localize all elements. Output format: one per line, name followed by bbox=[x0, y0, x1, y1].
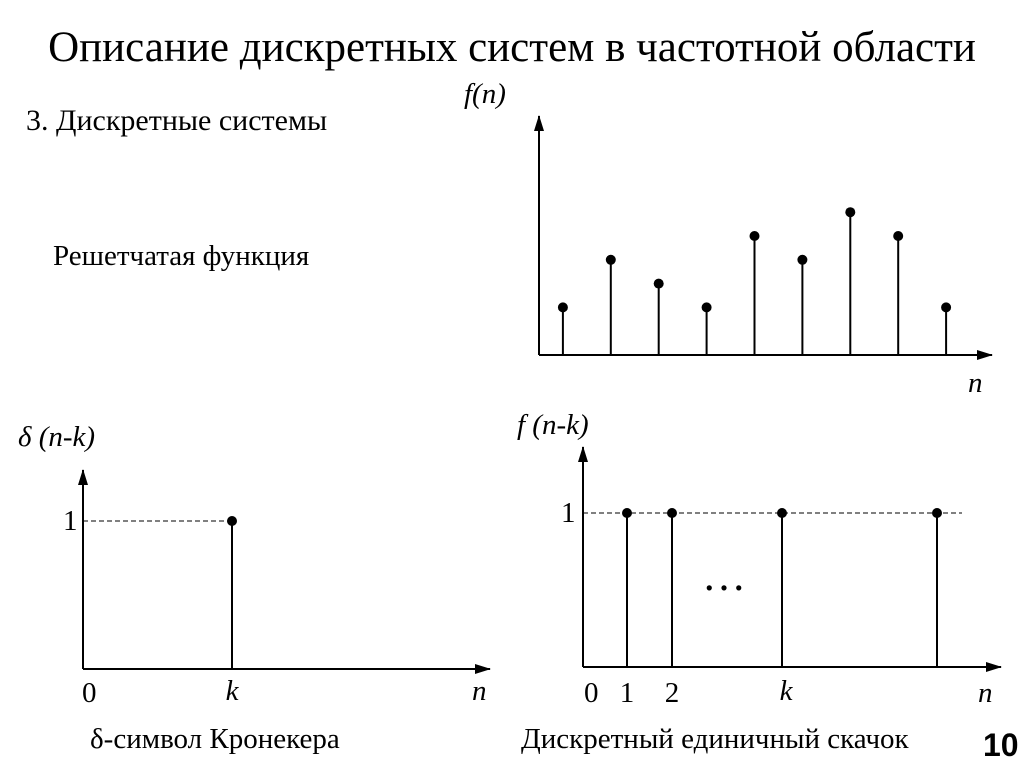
chart3-stem-point-1 bbox=[622, 508, 632, 518]
slide-title: Описание дискретных систем в частотной о… bbox=[48, 24, 976, 71]
chart1-stem-point-6 bbox=[797, 254, 808, 265]
chart1-stem-point-3 bbox=[653, 278, 664, 289]
chart3-y-label: f (n-k) bbox=[517, 409, 589, 441]
chart3-stem-point-2 bbox=[667, 508, 677, 518]
chart2-x-tick-0: 0 bbox=[82, 677, 97, 709]
chart2-y-tick-1: 1 bbox=[63, 505, 78, 537]
chart3-x-tick-k: k bbox=[780, 675, 794, 707]
chart3-x-tick-2: 2 bbox=[665, 677, 680, 709]
chart3-x-tick-1: 1 bbox=[620, 677, 635, 709]
chart3-x-label: n bbox=[978, 677, 993, 709]
chart1-stem-point-2 bbox=[605, 254, 616, 265]
chart3-ellipsis: … bbox=[702, 551, 746, 600]
section-subtitle: 3. Дискретные системы bbox=[26, 104, 328, 137]
lattice-function-label: Решетчатая функция bbox=[53, 240, 310, 272]
chart1-x-label: n bbox=[968, 367, 983, 399]
chart2-stem-k-point bbox=[227, 516, 237, 526]
chart1-stem-point-1 bbox=[557, 302, 568, 313]
chart1-stem-point-4 bbox=[701, 302, 712, 313]
chart2-x-tick-k: k bbox=[226, 675, 240, 707]
chart3-y-tick-1: 1 bbox=[561, 497, 576, 529]
chart2-y-label: δ (n-k) bbox=[18, 421, 95, 453]
chart3-stem-point-3 bbox=[777, 508, 787, 518]
chart1-y-label: f(n) bbox=[464, 78, 506, 110]
kronecker-delta-chart: δ (n-k) n 1 0 k bbox=[18, 421, 491, 709]
unit-step-chart: f (n-k) n 1 0 1 2 k … bbox=[517, 409, 1002, 709]
kronecker-caption: δ-символ Кронекера bbox=[90, 723, 340, 755]
lattice-function-chart: f(n) n bbox=[464, 78, 993, 399]
chart3-stem-point-4 bbox=[932, 508, 942, 518]
chart1-stem-point-5 bbox=[749, 231, 760, 241]
chart3-x-tick-0: 0 bbox=[584, 677, 599, 709]
chart1-stem-point-7 bbox=[845, 207, 856, 218]
unit-step-caption: Дискретный единичный скачок bbox=[521, 723, 909, 755]
chart1-stem-point-9 bbox=[941, 302, 952, 313]
page-number: 10 bbox=[983, 727, 1019, 763]
chart2-x-label: n bbox=[472, 675, 487, 707]
chart1-stem-point-8 bbox=[893, 231, 904, 241]
